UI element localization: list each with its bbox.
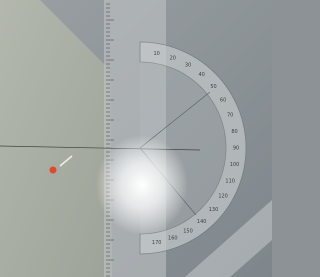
protractor-label: 160 xyxy=(168,236,178,242)
protractor-label: 120 xyxy=(218,194,228,200)
protractor-label: 70 xyxy=(227,113,233,119)
protractor-label: 40 xyxy=(199,72,205,78)
protractor-label: 140 xyxy=(197,219,207,225)
protractor-label: 60 xyxy=(220,98,226,104)
glare xyxy=(96,135,188,235)
protractor-label: 90 xyxy=(233,146,239,152)
red-dot xyxy=(50,167,57,174)
protractor-label: 100 xyxy=(230,162,240,168)
protractor-label: 20 xyxy=(170,55,176,61)
protractor-label: 30 xyxy=(185,62,191,68)
protractor-label: 130 xyxy=(209,207,219,213)
protractor-label: 170 xyxy=(152,240,162,246)
protractor-label: 80 xyxy=(231,129,237,135)
protractor-label: 150 xyxy=(183,229,193,235)
protractor-label: 110 xyxy=(225,178,235,184)
protractor-label: 10 xyxy=(154,51,160,57)
protractor-label: 50 xyxy=(210,84,216,90)
